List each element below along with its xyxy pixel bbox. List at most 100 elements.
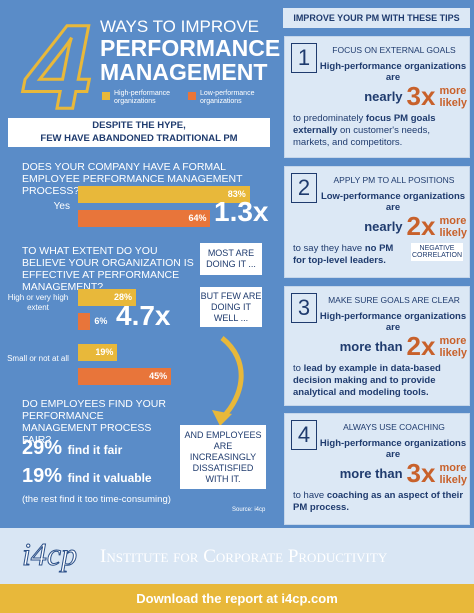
callout: BUT FEW ARE DOING IT WELL ... bbox=[200, 287, 262, 327]
logo: i4cp bbox=[21, 536, 78, 573]
tip-multiplier: 3x bbox=[406, 458, 436, 488]
tip-emphasis: nearly 3x more likely bbox=[293, 81, 467, 112]
bar bbox=[78, 344, 118, 361]
tip-number: 4 bbox=[291, 420, 317, 450]
stat-label: find it valuable bbox=[67, 471, 152, 485]
legend-label: High-performance organizations bbox=[114, 90, 171, 105]
group-label: Yes bbox=[53, 201, 70, 212]
tip-number: 1 bbox=[291, 43, 317, 73]
tip-body-part: coaching as an aspect of their PM proces… bbox=[293, 490, 464, 513]
note: (the rest find it too time-consuming) bbox=[22, 494, 171, 505]
tip-multiplier: 2x bbox=[406, 211, 436, 241]
legend-label: Low-performance organizations bbox=[200, 90, 255, 105]
callout: MOST ARE DOING IT ... bbox=[200, 243, 262, 275]
tip-body-part: to say they have bbox=[293, 243, 365, 254]
tip-likely: more likely bbox=[439, 85, 467, 109]
value-label: 28% bbox=[113, 292, 132, 302]
tip-lead: High-performance organizations are bbox=[319, 61, 467, 83]
tip-qualifier: nearly bbox=[364, 89, 403, 104]
tip-body-part: to have bbox=[293, 490, 327, 501]
multiplier: 1.3x bbox=[214, 196, 269, 227]
tip-card: 4 ALWAYS USE COACHING High-performance org… bbox=[284, 413, 470, 525]
bar bbox=[78, 368, 172, 385]
title-line: WAYS TO IMPROVE bbox=[100, 17, 260, 36]
stat: 29% find it fair bbox=[22, 437, 122, 460]
tips-heading: IMPROVE YOUR PM WITH THESE TIPS bbox=[283, 8, 470, 28]
tip-card: 1 FOCUS ON EXTERNAL GOALS High-performance… bbox=[284, 36, 470, 158]
tip-qualifier: nearly bbox=[364, 219, 403, 234]
tip-more: more bbox=[439, 214, 467, 227]
tip-qualifier: more than bbox=[339, 466, 403, 481]
tip-tag: NEGATIVE CORRELATION bbox=[411, 243, 463, 261]
tip-emphasis: more than 3x more likely bbox=[293, 458, 467, 489]
stat: 19% find it valuable bbox=[22, 465, 152, 488]
tip-body: to lead by example in data-based decisio… bbox=[293, 363, 465, 399]
tip-emphasis: more than 2x more likely bbox=[293, 331, 467, 362]
tip-likely-word: likely bbox=[439, 346, 467, 359]
numeral: 4 bbox=[23, 0, 92, 134]
legend-swatch bbox=[102, 92, 110, 100]
question: DO EMPLOYEES FIND YOUR PERFORMANCE MANAG… bbox=[22, 398, 166, 446]
tip-likely: more likely bbox=[439, 215, 467, 239]
tip-heading: APPLY PM TO ALL POSITIONS bbox=[333, 175, 455, 185]
value-label: 45% bbox=[149, 371, 168, 381]
download: Download the report at i4cp.com bbox=[0, 584, 474, 613]
value-label: 83% bbox=[227, 189, 246, 199]
arrow-head bbox=[212, 410, 232, 426]
tip-card: 3 MAKE SURE GOALS ARE CLEAR High-performan… bbox=[284, 286, 470, 406]
tip-number: 2 bbox=[291, 173, 317, 203]
bar bbox=[78, 289, 136, 306]
title: PERFORMANCE MANAGEMENT bbox=[100, 36, 280, 84]
banner-line: FEW HAVE ABANDONED TRADITIONAL PM bbox=[40, 133, 238, 144]
tip-multiplier: 2x bbox=[406, 331, 436, 361]
tip-body: to say they have no PM for top-level lea… bbox=[293, 243, 403, 267]
tip-lead: High-performance organizations are bbox=[319, 438, 467, 460]
legend-item: High-performance organizations bbox=[102, 90, 176, 106]
multiplier: 4.7x bbox=[116, 300, 171, 331]
banner-line: DESPITE THE HYPE, bbox=[92, 120, 186, 131]
tip-heading: FOCUS ON EXTERNAL GOALS bbox=[332, 45, 456, 55]
question: DOES YOUR COMPANY HAVE A FORMAL EMPLOYEE… bbox=[22, 161, 243, 197]
tip-body-part: on customer's needs, markets, and compet… bbox=[293, 125, 431, 148]
bar bbox=[78, 186, 250, 203]
tip-body-part: focus PM goals externally bbox=[293, 113, 436, 136]
legend-item: Low-performance organizations bbox=[188, 90, 262, 106]
tip-body: to predominately focus PM goals external… bbox=[293, 113, 465, 149]
tip-more: more bbox=[439, 461, 467, 474]
group-label: Small or not at all bbox=[7, 354, 69, 363]
tip-body-part: to predominately bbox=[293, 113, 366, 124]
footer: i4cp Institute for Corporate Productivit… bbox=[0, 528, 474, 584]
stat-value: 29% bbox=[22, 437, 63, 459]
stat-label: find it fair bbox=[67, 443, 123, 457]
group-label: High or very high extent bbox=[7, 293, 69, 312]
tip-body-part: no PM for top-level leaders. bbox=[293, 243, 394, 266]
title-line: PERFORMANCE bbox=[100, 35, 281, 61]
org-name: Institute for Corporate Productivity bbox=[100, 546, 388, 567]
bar bbox=[78, 210, 211, 227]
legend-swatch bbox=[188, 92, 196, 100]
tip-card: 2 APPLY PM TO ALL POSITIONS Low-performanc… bbox=[284, 166, 470, 278]
value-label: 6% bbox=[94, 316, 108, 326]
value-label: 19% bbox=[95, 347, 114, 357]
source: Source: i4cp bbox=[232, 507, 266, 513]
tip-emphasis: nearly 2x more likely bbox=[293, 211, 467, 242]
tip-likely-word: likely bbox=[439, 226, 467, 239]
tip-likely-word: likely bbox=[439, 473, 467, 486]
value-label: 64% bbox=[188, 213, 207, 223]
tip-number: 3 bbox=[291, 293, 317, 323]
arrow bbox=[220, 336, 244, 420]
question: TO WHAT EXTENT DO YOU BELIEVE YOUR ORGAN… bbox=[22, 245, 194, 293]
stat-value: 19% bbox=[22, 465, 63, 487]
bar bbox=[78, 313, 91, 330]
tip-likely: more likely bbox=[439, 335, 467, 359]
legend: High-performance organizations Low-perfor… bbox=[102, 90, 262, 106]
title-line: MANAGEMENT bbox=[100, 59, 268, 85]
callout: AND EMPLOYEES ARE INCREASINGLY DISSATISF… bbox=[180, 425, 266, 489]
tip-body-part: to bbox=[293, 363, 304, 374]
tip-more: more bbox=[439, 84, 467, 97]
tip-qualifier: more than bbox=[339, 339, 403, 354]
tip-more: more bbox=[439, 334, 467, 347]
tip-heading: ALWAYS USE COACHING bbox=[343, 422, 445, 432]
